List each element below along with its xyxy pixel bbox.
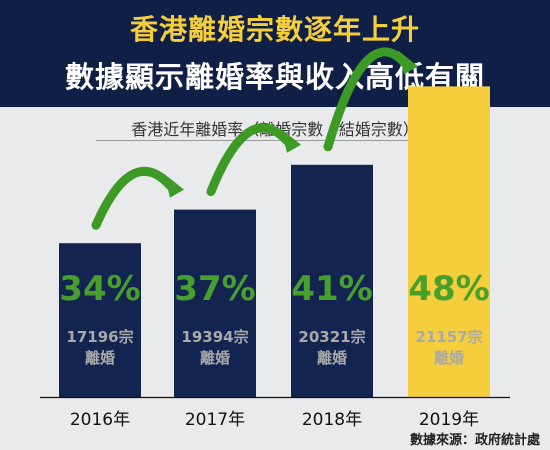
x-tick-label: 2018年 [302,410,362,430]
growth-arrow [323,47,409,152]
header-banner: 香港離婚宗數逐年上升 數據顯示離婚率與收入高低有關 [0,0,550,107]
divorce-suffix-label: 離婚 [317,349,347,367]
x-tick-label: 2019年 [419,410,479,430]
x-tick-label: 2017年 [185,410,245,430]
growth-arrow-head [164,173,184,198]
divorce-count-label: 19394宗 [181,328,248,346]
divorce-count-label: 21157宗 [415,328,482,346]
divorce-suffix-label: 離婚 [200,349,230,367]
chart-title-underline [96,140,454,141]
divorce-suffix-label: 離婚 [85,349,115,367]
bar-2018年 [291,164,373,397]
growth-arrow [91,166,175,230]
bar-value-label: 48% [408,269,489,309]
bar-value-label: 41% [291,269,372,309]
data-source: 數據來源：政府統計處 [409,433,540,448]
bar-2017年 [174,209,256,397]
growth-arrow-head [281,128,301,153]
x-tick-label: 2016年 [70,410,130,430]
bar-2016年 [59,243,141,397]
bar-value-label: 37% [174,269,255,309]
bar-2019年 [408,86,490,398]
divorce-suffix-label: 離婚 [434,349,464,367]
growth-arrow [206,123,292,197]
bar-value-label: 34% [59,269,140,309]
headline: 香港離婚宗數逐年上升 [129,13,420,46]
growth-arrow-head [398,50,418,75]
divorce-count-label: 17196宗 [66,328,133,346]
divorce-count-label: 20321宗 [298,328,365,346]
